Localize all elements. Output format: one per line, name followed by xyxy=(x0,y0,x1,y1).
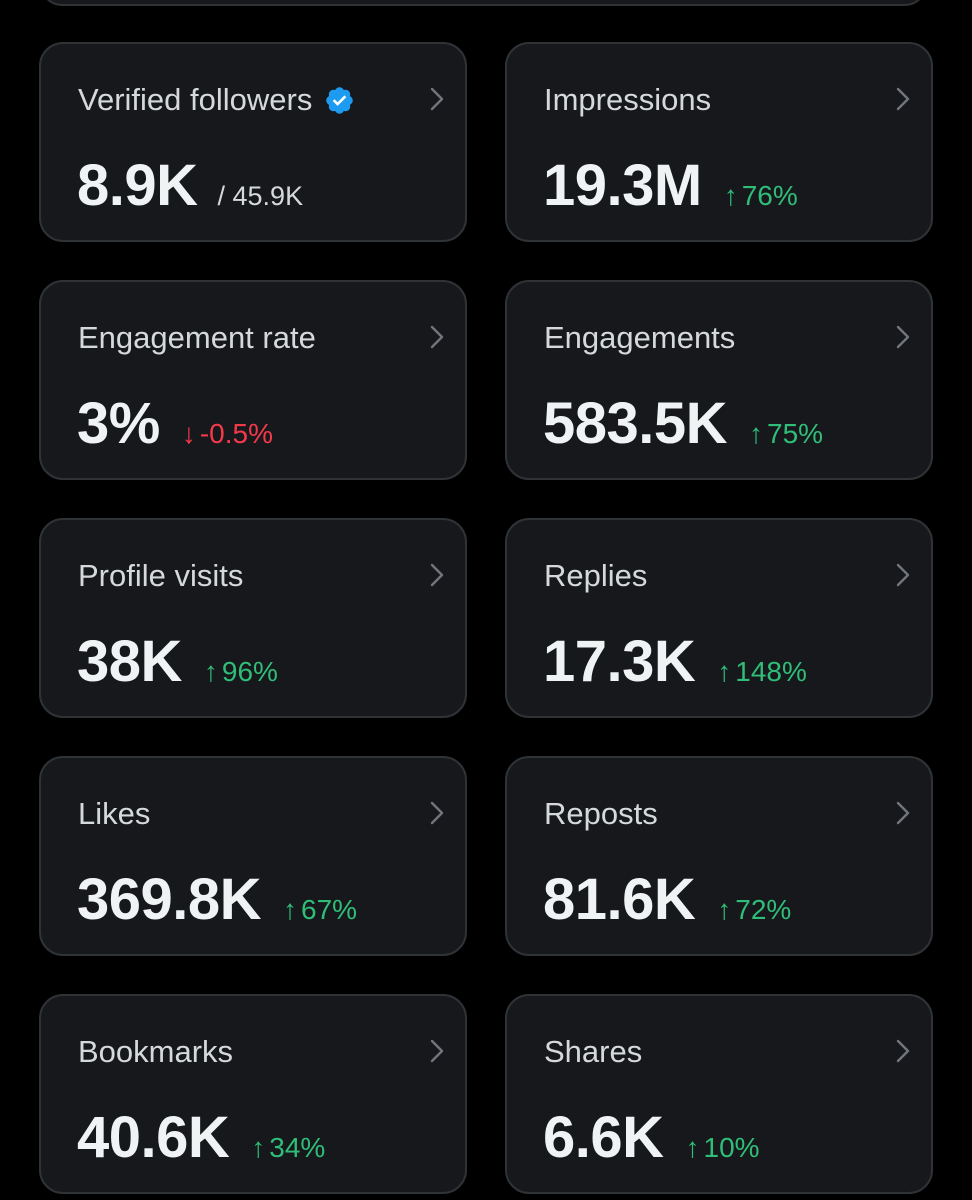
metric-card-verified-followers[interactable]: Verified followers 8.9K / 45.9K xyxy=(39,42,467,242)
metric-title: Replies xyxy=(544,558,647,594)
metric-value-row: 3% ↓ -0.5% xyxy=(77,390,273,457)
metric-value: 19.3M xyxy=(543,153,702,218)
metric-card-impressions[interactable]: Impressions 19.3M ↑ 76% xyxy=(505,42,933,242)
metric-title: Engagement rate xyxy=(78,320,316,356)
metric-change: ↑ 67% xyxy=(283,894,357,926)
arrow-up-icon: ↑ xyxy=(251,1132,266,1163)
chevron-right-icon xyxy=(430,325,444,349)
arrow-up-icon: ↑ xyxy=(685,1132,700,1163)
metric-value-row: 17.3K ↑ 148% xyxy=(543,628,807,695)
metric-card-engagement-rate[interactable]: Engagement rate 3% ↓ -0.5% xyxy=(39,280,467,480)
metric-card-replies[interactable]: Replies 17.3K ↑ 148% xyxy=(505,518,933,718)
metric-value-row: 6.6K ↑ 10% xyxy=(543,1104,760,1171)
arrow-up-icon: ↑ xyxy=(717,894,732,925)
metric-change: ↑ 34% xyxy=(251,1132,325,1164)
metric-value-row: 40.6K ↑ 34% xyxy=(77,1104,325,1171)
previous-card-edge xyxy=(40,0,927,6)
verified-badge-icon xyxy=(326,86,354,114)
metric-title: Engagements xyxy=(544,320,735,356)
chevron-right-icon xyxy=(430,1039,444,1063)
metric-title: Likes xyxy=(78,796,150,832)
metric-label: Reposts xyxy=(544,796,658,831)
metric-value: 583.5K xyxy=(543,391,728,456)
metric-label: Engagements xyxy=(544,320,736,355)
metric-change: ↑ 10% xyxy=(686,1132,760,1164)
metric-title: Shares xyxy=(544,1034,642,1070)
metric-label: Profile visits xyxy=(78,558,244,593)
metric-card-bookmarks[interactable]: Bookmarks 40.6K ↑ 34% xyxy=(39,994,467,1194)
metric-change: ↑ 96% xyxy=(204,656,278,688)
arrow-up-icon: ↑ xyxy=(717,656,732,687)
metric-value-row: 81.6K ↑ 72% xyxy=(543,866,791,933)
chevron-right-icon xyxy=(430,563,444,587)
arrow-down-icon: ↓ xyxy=(181,418,196,449)
metric-value: 17.3K xyxy=(543,629,696,694)
metric-value: 38K xyxy=(77,629,182,694)
metric-change-value: -0.5% xyxy=(199,418,273,449)
metric-label: Verified followers xyxy=(78,82,313,117)
arrow-up-icon: ↑ xyxy=(749,418,764,449)
metric-label: Replies xyxy=(544,558,648,593)
metric-change-value: 96% xyxy=(221,656,278,687)
chevron-right-icon xyxy=(896,1039,910,1063)
metric-change: ↑ 72% xyxy=(717,894,791,926)
metrics-grid: Verified followers 8.9K / 45.9K Impressi… xyxy=(39,42,934,1194)
metric-card-reposts[interactable]: Reposts 81.6K ↑ 72% xyxy=(505,756,933,956)
metric-label: Impressions xyxy=(544,82,712,117)
chevron-right-icon xyxy=(896,87,910,111)
metric-value-row: 8.9K / 45.9K xyxy=(77,152,303,219)
metric-change: ↑ 76% xyxy=(724,180,798,212)
metric-card-shares[interactable]: Shares 6.6K ↑ 10% xyxy=(505,994,933,1194)
metric-change-value: 10% xyxy=(703,1132,760,1163)
metric-label: Likes xyxy=(78,796,151,831)
metric-change-value: 34% xyxy=(269,1132,326,1163)
metric-label: Bookmarks xyxy=(78,1034,234,1069)
metric-title: Bookmarks xyxy=(78,1034,233,1070)
metric-change: ↓ -0.5% xyxy=(182,418,273,450)
metric-title: Reposts xyxy=(544,796,658,832)
metric-value: 8.9K xyxy=(77,153,198,218)
metric-label: Engagement rate xyxy=(78,320,316,355)
metric-value: 3% xyxy=(77,391,160,456)
arrow-up-icon: ↑ xyxy=(283,894,298,925)
metric-title: Impressions xyxy=(544,82,711,118)
chevron-right-icon xyxy=(896,563,910,587)
metric-change-value: 72% xyxy=(735,894,792,925)
metric-label: Shares xyxy=(544,1034,643,1069)
metric-title: Profile visits xyxy=(78,558,243,594)
chevron-right-icon xyxy=(430,801,444,825)
metric-card-likes[interactable]: Likes 369.8K ↑ 67% xyxy=(39,756,467,956)
metric-value-row: 19.3M ↑ 76% xyxy=(543,152,798,219)
metric-change: ↑ 75% xyxy=(749,418,823,450)
arrow-up-icon: ↑ xyxy=(723,180,738,211)
metric-change-value: 148% xyxy=(735,656,807,687)
arrow-up-icon: ↑ xyxy=(203,656,218,687)
metric-title: Verified followers xyxy=(78,82,355,118)
chevron-right-icon xyxy=(896,325,910,349)
metric-value: 369.8K xyxy=(77,867,262,932)
metric-value-row: 38K ↑ 96% xyxy=(77,628,278,695)
metric-value-row: 583.5K ↑ 75% xyxy=(543,390,823,457)
metric-change: ↑ 148% xyxy=(717,656,807,688)
chevron-right-icon xyxy=(896,801,910,825)
chevron-right-icon xyxy=(430,87,444,111)
metric-value: 81.6K xyxy=(543,867,696,932)
metric-card-profile-visits[interactable]: Profile visits 38K ↑ 96% xyxy=(39,518,467,718)
metric-change-value: 76% xyxy=(741,180,798,211)
metric-value: 40.6K xyxy=(77,1105,230,1170)
metric-value-row: 369.8K ↑ 67% xyxy=(77,866,357,933)
metric-change-value: 75% xyxy=(767,418,824,449)
metric-card-engagements[interactable]: Engagements 583.5K ↑ 75% xyxy=(505,280,933,480)
metric-value: 6.6K xyxy=(543,1105,664,1170)
metric-change-value: 67% xyxy=(301,894,358,925)
metric-total: / 45.9K xyxy=(217,181,304,211)
